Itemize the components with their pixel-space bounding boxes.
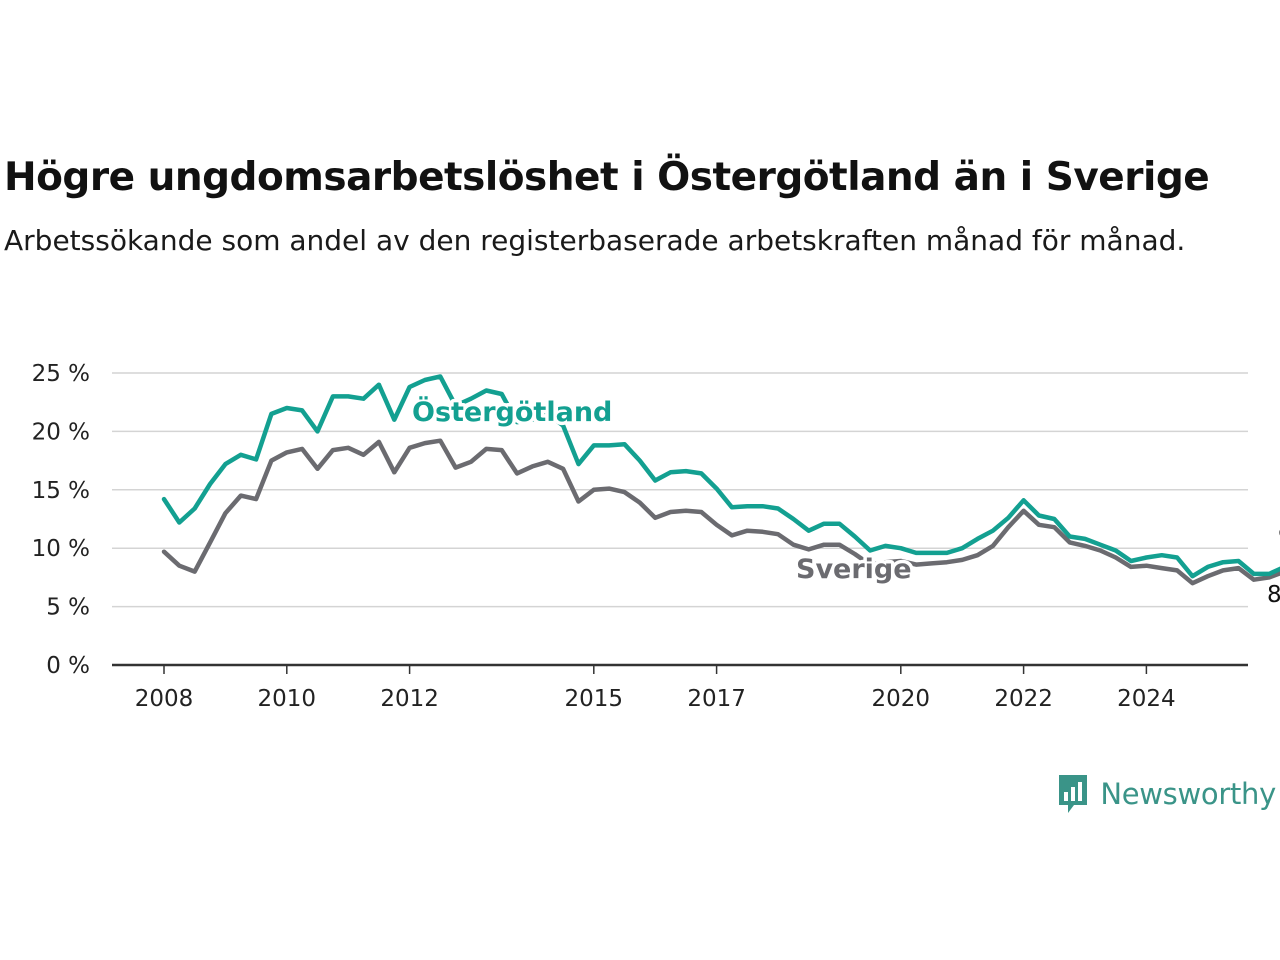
y-tick-label: 15 % (32, 478, 90, 504)
newsworthy-brand: Newsworthy (1056, 772, 1276, 816)
series-label-ostergotland: Östergötland (412, 395, 612, 428)
x-axis: 2008 2010 2012 2015 2017 2020 2022 2024 (112, 663, 1248, 712)
y-tick-label: 0 % (46, 653, 90, 679)
x-tick-label: 2022 (994, 686, 1053, 712)
x-tick-label: 2020 (872, 686, 931, 712)
y-axis-ticks: 0 % 5 % 10 % 15 % 20 % 25 % (32, 361, 90, 679)
series-line-sverige (161, 438, 1280, 586)
end-value-label-ostergotland: 9 % (1278, 524, 1280, 550)
brand-name: Newsworthy (1100, 777, 1276, 811)
x-tick-label: 2010 (258, 686, 317, 712)
y-tick-label: 5 % (46, 595, 90, 621)
chart-subtitle: Arbetssökande som andel av den registerb… (4, 224, 1186, 257)
y-tick-label: 25 % (32, 361, 90, 387)
chart-series-lines (161, 374, 1280, 586)
end-value-label-sverige: 8,3 % (1267, 582, 1280, 608)
chart-title: Högre ungdomsarbetslöshet i Östergötland… (4, 155, 1210, 200)
y-tick-label: 20 % (32, 419, 90, 445)
x-tick-label: 2012 (380, 686, 439, 712)
chart-series-labels: Östergötland Sverige 9 % 8,3 % (409, 392, 1280, 612)
y-tick-label: 10 % (32, 536, 90, 562)
x-tick-label: 2008 (135, 686, 194, 712)
newsworthy-logo-icon (1059, 775, 1088, 813)
x-tick-label: 2024 (1117, 686, 1176, 712)
x-tick-label: 2017 (687, 686, 746, 712)
x-tick-label: 2015 (565, 686, 624, 712)
series-label-sverige: Sverige (796, 554, 912, 585)
series-line-ostergotland (161, 374, 1280, 579)
chart-gridlines (112, 372, 1248, 608)
